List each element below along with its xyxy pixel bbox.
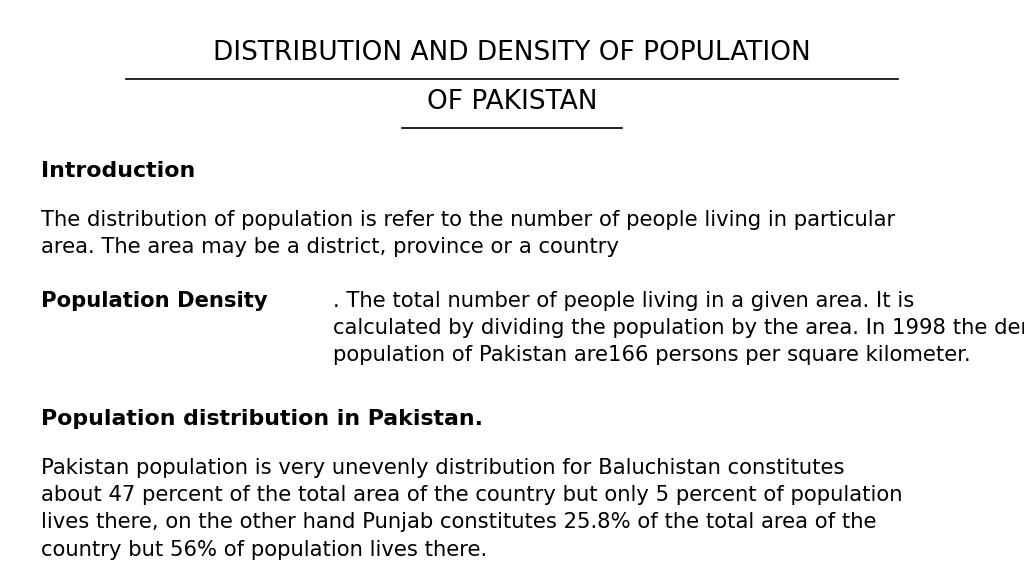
Text: The distribution of population is refer to the number of people living in partic: The distribution of population is refer … <box>41 210 895 257</box>
Text: Population Density: Population Density <box>41 291 267 311</box>
Text: DISTRIBUTION AND DENSITY OF POPULATION: DISTRIBUTION AND DENSITY OF POPULATION <box>213 40 811 66</box>
Text: Pakistan population is very unevenly distribution for Baluchistan constitutes
ab: Pakistan population is very unevenly dis… <box>41 458 902 559</box>
Text: Population distribution in Pakistan.: Population distribution in Pakistan. <box>41 409 483 429</box>
Text: Introduction: Introduction <box>41 161 196 181</box>
Text: OF PAKISTAN: OF PAKISTAN <box>427 89 597 115</box>
Text: . The total number of people living in a given area. It is
calculated by dividin: . The total number of people living in a… <box>334 291 1024 365</box>
